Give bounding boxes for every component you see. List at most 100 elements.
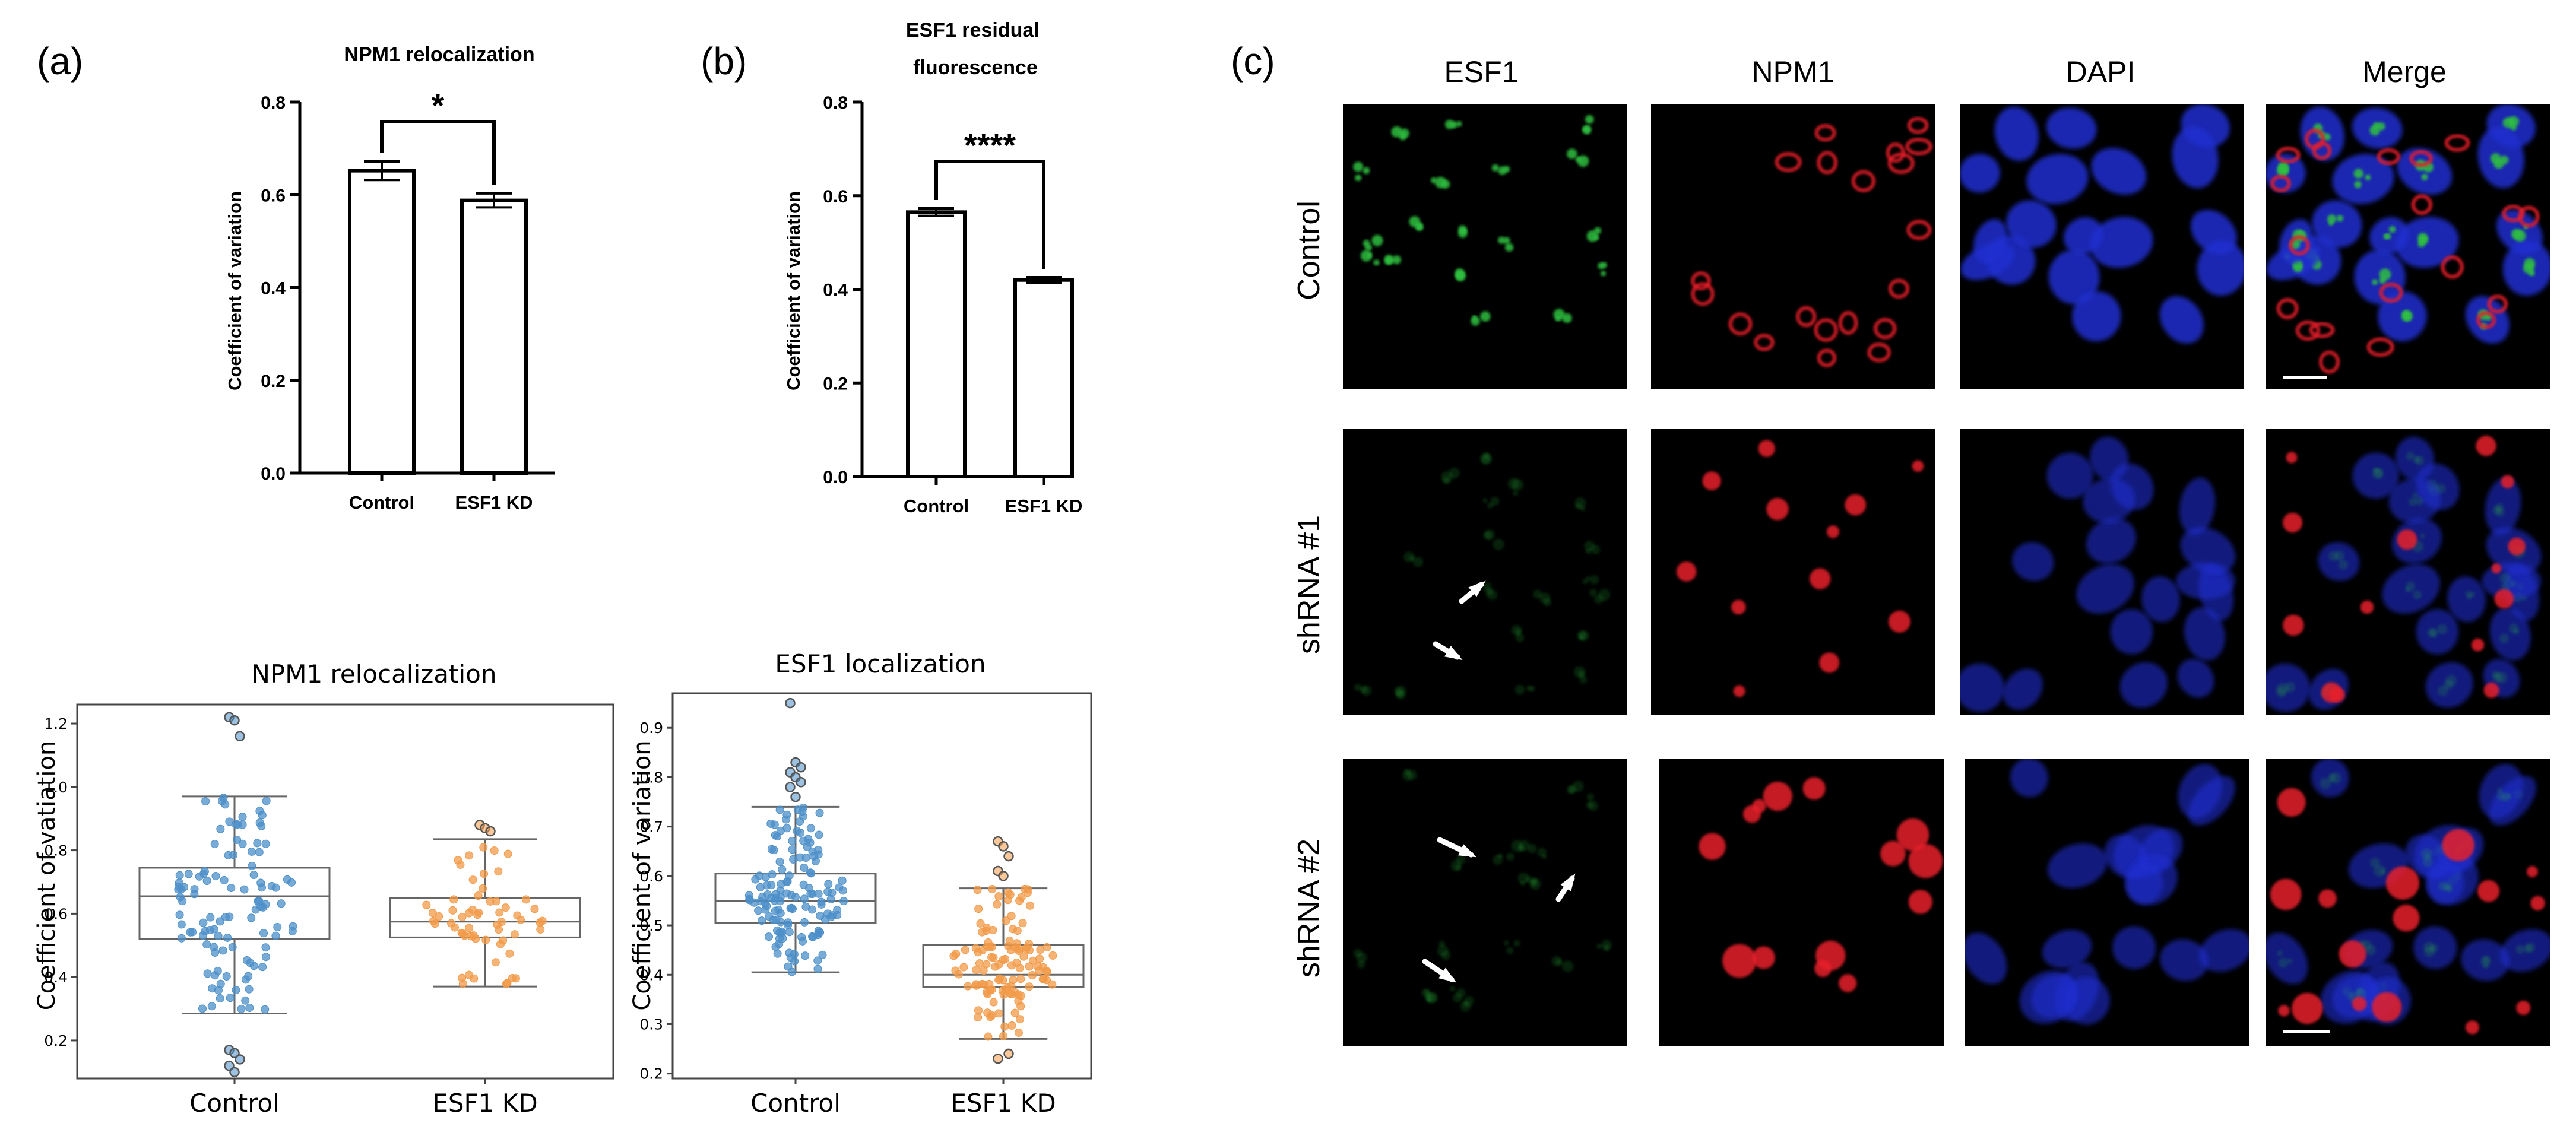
x-tick-label: Control	[750, 1089, 841, 1118]
green-spot	[1363, 239, 1370, 247]
data-point	[176, 893, 185, 902]
plot-frame	[76, 703, 614, 1080]
red-blob	[2278, 1005, 2290, 1017]
significance-bracket	[934, 160, 1045, 269]
nucleus	[2046, 107, 2097, 149]
column-header-npm1: NPM1	[1752, 55, 1834, 88]
data-point	[495, 908, 504, 917]
data-point	[481, 935, 490, 944]
green-spot	[2365, 174, 2371, 180]
green-spot	[1503, 166, 1510, 173]
data-point	[959, 963, 968, 972]
data-point	[828, 889, 837, 897]
red-blob	[2477, 880, 2500, 902]
green-spot	[1360, 686, 1368, 693]
green-spot	[1590, 544, 1601, 554]
y-tick-label: 0.8	[823, 93, 848, 113]
nucleus	[2112, 926, 2156, 969]
data-point	[1004, 888, 1013, 897]
tile-background	[1659, 759, 1944, 1046]
data-point	[976, 919, 985, 928]
y-axis-label: Coefficient of vatiation	[33, 741, 61, 1011]
green-spot	[1533, 589, 1542, 599]
data-point	[838, 886, 847, 895]
chart-title: ESF1 localization	[775, 649, 986, 678]
micrograph-tile-1-3	[2266, 429, 2550, 715]
data-point	[806, 824, 815, 833]
data-point	[245, 1003, 254, 1012]
data-point	[801, 951, 810, 960]
green-spot	[1437, 945, 1449, 957]
green-spot	[2388, 226, 2396, 233]
data-point	[815, 808, 824, 817]
y-tick-label: 0.0	[823, 468, 848, 487]
red-blob	[2286, 452, 2298, 464]
red-blob	[1676, 561, 1697, 582]
green-spot	[1482, 582, 1492, 592]
red-ring	[1851, 170, 1875, 192]
data-point	[1003, 983, 1012, 992]
green-spot	[1480, 311, 1491, 322]
data-point	[805, 884, 814, 893]
red-blob	[2516, 1001, 2531, 1016]
nucleus	[2489, 607, 2531, 661]
nucleus	[2064, 217, 2103, 255]
green-spot	[1601, 262, 1608, 268]
micrograph-tile-1-2	[1960, 429, 2244, 715]
data-point	[1001, 954, 1010, 963]
data-point	[1002, 916, 1010, 925]
data-point	[984, 1032, 993, 1041]
nucleus	[2003, 668, 2043, 710]
data-point	[216, 917, 224, 926]
data-point	[428, 909, 437, 918]
y-tick-label: 0.0	[261, 464, 286, 484]
green-spot	[1392, 255, 1401, 265]
nucleus	[2197, 240, 2244, 296]
green-spot	[2466, 594, 2473, 600]
tile-background	[1343, 104, 1627, 389]
green-spot	[1443, 477, 1450, 484]
arrow-head	[1444, 646, 1463, 661]
data-point	[175, 910, 184, 919]
green-spot	[1357, 960, 1365, 969]
red-blob	[1908, 890, 1932, 914]
red-ring	[1691, 271, 1711, 290]
green-spot	[2483, 963, 2489, 969]
data-point	[777, 918, 785, 927]
red-blob	[1888, 610, 1910, 633]
data-point	[984, 938, 993, 947]
green-spot	[1504, 243, 1514, 252]
micrograph-tile-2-2	[1965, 759, 2249, 1046]
data-point	[973, 886, 982, 894]
data-point	[799, 836, 808, 845]
red-blob	[1912, 460, 1924, 472]
data-point	[458, 929, 467, 938]
data-point	[198, 931, 207, 940]
green-spot	[1426, 992, 1437, 1003]
data-point	[496, 940, 505, 948]
green-spot	[2336, 215, 2344, 222]
green-spot	[1490, 496, 1500, 506]
red-ring	[1907, 117, 1929, 134]
data-point	[1007, 1021, 1016, 1030]
nucleus	[2447, 576, 2486, 623]
green-spot	[1555, 316, 1561, 322]
green-spot	[1353, 949, 1362, 958]
nucleus	[2179, 477, 2216, 535]
green-spot	[2415, 456, 2425, 465]
micrograph-tile-2-0	[1343, 759, 1627, 1046]
green-spot	[2421, 173, 2428, 180]
data-point	[807, 869, 816, 878]
data-point	[1017, 893, 1026, 902]
green-spot	[1577, 630, 1587, 640]
data-point	[273, 922, 282, 931]
data-point	[994, 960, 1003, 969]
data-point	[261, 1005, 270, 1014]
nucleus	[2191, 210, 2237, 255]
data-point	[238, 813, 247, 821]
y-tick-label: 1.2	[44, 715, 68, 732]
outlier-point	[785, 697, 796, 709]
red-blob	[2282, 512, 2303, 533]
nucleus	[2110, 609, 2153, 655]
data-point	[510, 930, 519, 939]
